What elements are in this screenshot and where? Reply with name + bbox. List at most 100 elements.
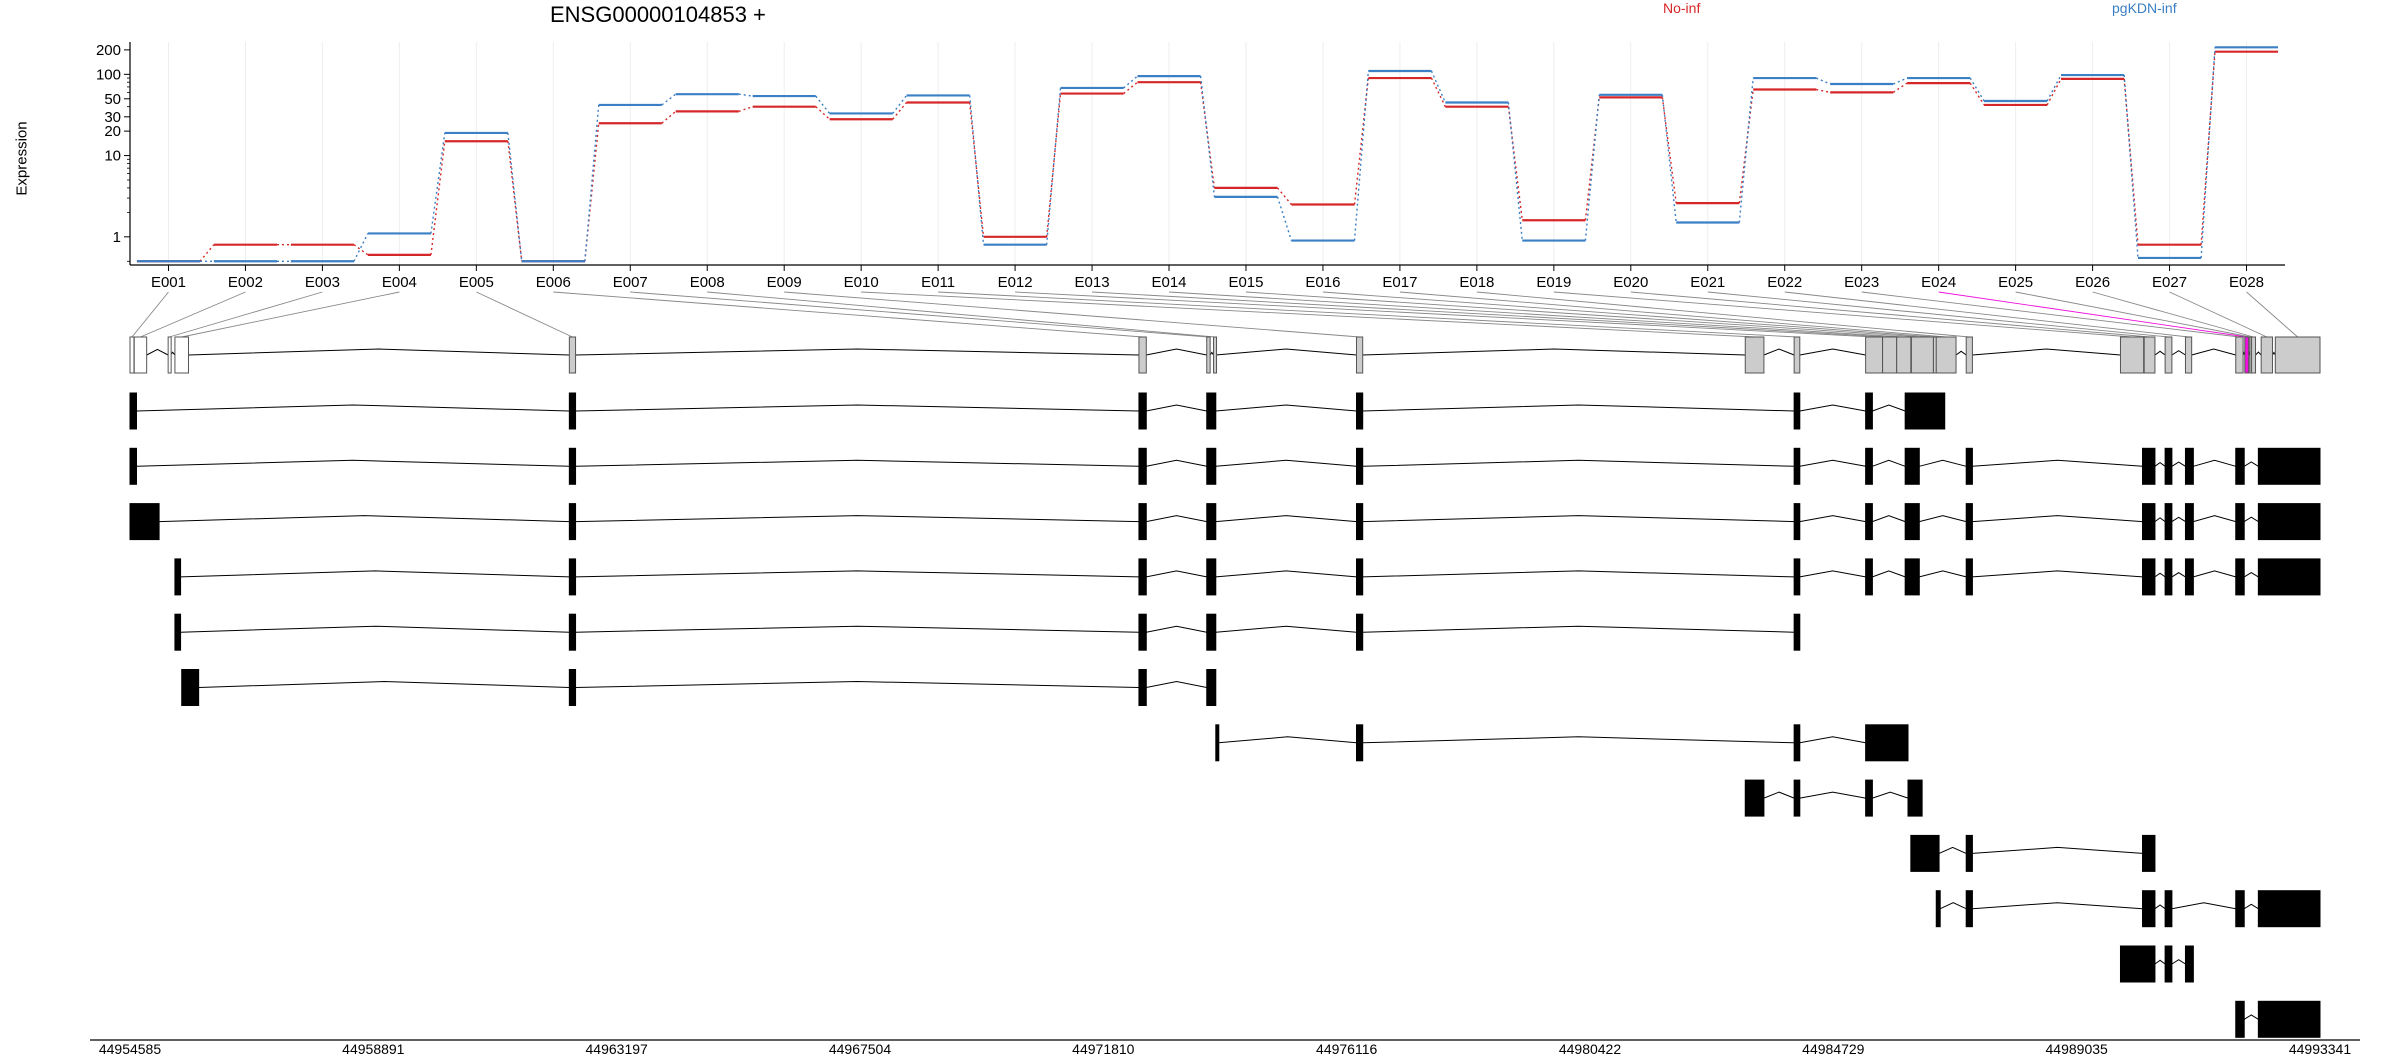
exon — [1355, 613, 1364, 651]
series-connector — [1430, 70, 1446, 103]
genomic-tick-label: 44971810 — [1072, 1041, 1135, 1057]
exon — [1865, 336, 1884, 374]
series-connector — [1661, 94, 1677, 223]
series-connector — [1123, 81, 1138, 95]
series-connector — [892, 94, 908, 114]
intron — [1218, 736, 1357, 744]
intron — [1215, 625, 1357, 633]
exon — [1206, 503, 1217, 541]
series-connector — [1738, 89, 1754, 204]
intron — [1799, 570, 1866, 578]
exon — [1965, 503, 1973, 541]
exon — [2257, 1000, 2321, 1038]
intron — [2193, 515, 2236, 523]
series-no-inf — [136, 50, 2279, 263]
intron — [2154, 461, 2166, 467]
legend-no-inf: No-inf — [1663, 0, 1701, 16]
exon — [2235, 503, 2245, 541]
genomic-tick-label: 44963197 — [586, 1041, 649, 1057]
exon-connector — [553, 291, 1143, 338]
series-connector — [815, 95, 831, 114]
exon-connector — [1015, 291, 1875, 338]
transcript-row — [129, 392, 1946, 430]
series-connector — [1199, 82, 1216, 189]
exon — [568, 613, 577, 651]
exon — [1865, 503, 1873, 541]
exon — [1215, 724, 1220, 762]
series-connector — [1661, 97, 1677, 204]
intron — [1215, 570, 1357, 578]
genomic-tick-label: 44984729 — [1802, 1041, 1865, 1057]
intron — [2171, 572, 2186, 578]
intron — [2171, 902, 2236, 910]
exon — [1355, 336, 1364, 374]
exon — [1896, 336, 1912, 374]
genomic-tick-label: 44976116 — [1316, 1041, 1377, 1057]
series-connector — [1892, 77, 1908, 85]
x-tick-label: E012 — [998, 274, 1033, 291]
exon — [1935, 890, 1941, 928]
exon — [1910, 834, 1940, 872]
exon — [1206, 669, 1217, 706]
exon — [1865, 558, 1873, 596]
exon — [2119, 945, 2156, 983]
exon-connector — [1630, 291, 2150, 338]
intron — [1146, 625, 1207, 633]
intron — [1362, 404, 1795, 412]
intron — [1872, 404, 1906, 412]
exon-connector — [707, 291, 1215, 338]
exon — [2164, 558, 2173, 596]
exon — [1206, 613, 1217, 651]
series-connector — [507, 132, 523, 262]
exon — [1138, 392, 1147, 430]
intron — [2171, 516, 2186, 523]
x-tick-label: E001 — [151, 274, 186, 291]
transcript-row — [174, 558, 2321, 596]
intron — [1919, 459, 1967, 467]
exon — [568, 336, 577, 374]
intron — [1919, 515, 1967, 523]
x-tick-label: E017 — [1382, 274, 1417, 291]
exon — [1910, 336, 1934, 374]
exon — [1904, 392, 1946, 430]
intron — [1215, 404, 1357, 412]
exon — [1355, 558, 1364, 596]
exon — [2244, 336, 2250, 374]
series-connector — [1353, 70, 1370, 241]
intron — [1362, 515, 1795, 523]
exon — [1865, 392, 1873, 430]
intron — [1972, 846, 2143, 854]
intron — [1940, 902, 1967, 910]
exon-connector — [2092, 291, 2254, 338]
genomic-tick-label: 44954585 — [99, 1041, 162, 1057]
exon — [1904, 503, 1920, 541]
intron — [1362, 348, 1746, 356]
intron — [2154, 904, 2166, 910]
series-connector — [1892, 82, 1908, 93]
intron — [1972, 515, 2143, 523]
exon-connector — [1784, 291, 2189, 338]
exon — [1138, 558, 1147, 596]
y-tick-label: 200 — [96, 42, 121, 59]
series-pgkdn-inf — [136, 46, 2279, 263]
intron — [575, 570, 1139, 578]
exon — [568, 392, 577, 430]
x-tick-label: E008 — [690, 274, 725, 291]
exon — [1793, 336, 1801, 374]
exon — [2142, 890, 2156, 928]
series-connector — [1969, 77, 1985, 102]
exon — [174, 336, 189, 374]
exon-connector — [1707, 291, 2169, 338]
intron — [2193, 459, 2236, 467]
exon — [2235, 558, 2245, 596]
intron — [180, 570, 570, 578]
intron — [2243, 461, 2259, 467]
intron — [136, 459, 570, 467]
exon — [1206, 392, 1217, 430]
intron — [575, 348, 1139, 356]
x-tick-label: E024 — [1921, 274, 1956, 291]
exon — [1965, 890, 1973, 928]
x-tick-label: E022 — [1767, 274, 1802, 291]
exon — [2142, 834, 2156, 872]
series-connector — [1584, 97, 1600, 221]
